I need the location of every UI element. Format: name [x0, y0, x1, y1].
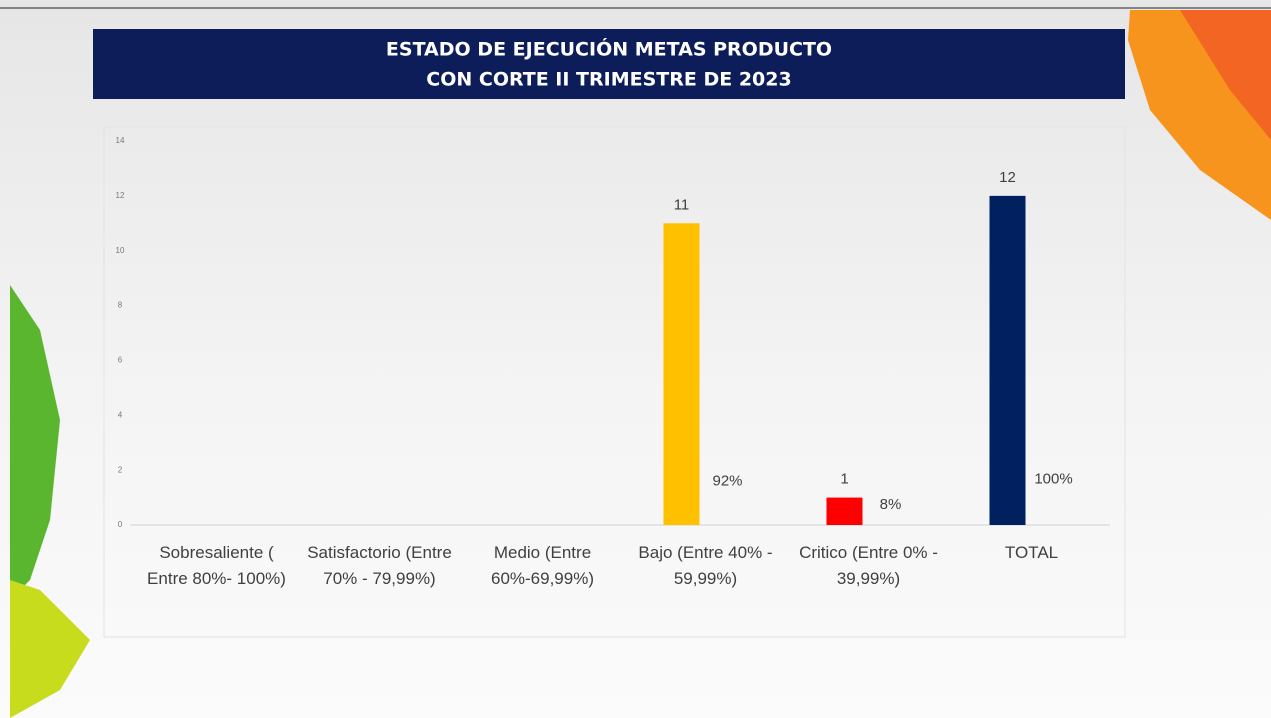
- y-tick-label: 0: [118, 520, 123, 529]
- y-tick-label: 2: [118, 465, 123, 474]
- decor-orange-dark: [1180, 10, 1271, 140]
- data-label: 100%: [1034, 471, 1072, 488]
- x-tick-label: TOTAL: [1004, 543, 1059, 562]
- data-label: 11: [674, 196, 690, 213]
- decor-green: [10, 285, 60, 600]
- x-tick-label: Medio (Entre 60%-69,99%): [490, 543, 594, 588]
- bar: [706, 500, 742, 525]
- y-tick-label: 14: [116, 136, 125, 145]
- bar: [989, 195, 1026, 525]
- bar: [1032, 498, 1068, 525]
- y-tick-label: 4: [118, 410, 123, 419]
- chart-title: CON CORTE II TRIMESTRE DE 2023: [426, 69, 791, 91]
- x-tick-label: Bajo (Entre 40% - 59,99%): [638, 543, 773, 588]
- data-label: 8%: [880, 496, 902, 513]
- decor-lime: [10, 580, 90, 718]
- data-label: 1: [840, 471, 848, 488]
- x-tick-label: Sobresaliente ( Entre 80%- 100%): [147, 543, 286, 588]
- plot-frame: [103, 126, 1126, 638]
- title-banner: [93, 29, 1125, 99]
- y-tick-label: 12: [116, 191, 125, 200]
- bar: [826, 497, 863, 525]
- data-label: 92%: [712, 473, 742, 490]
- bar: [663, 223, 700, 526]
- data-label: 12: [999, 169, 1016, 186]
- x-tick-label: Critico (Entre 0% - 39,99%): [799, 543, 938, 588]
- x-tick-label: Satisfactorio (Entre 70% - 79,99%): [307, 543, 452, 588]
- y-tick-label: 6: [118, 356, 123, 365]
- y-tick-label: 8: [118, 301, 123, 310]
- y-tick-label: 10: [116, 246, 125, 255]
- chart-title: ESTADO DE EJECUCIÓN METAS PRODUCTO: [386, 37, 832, 61]
